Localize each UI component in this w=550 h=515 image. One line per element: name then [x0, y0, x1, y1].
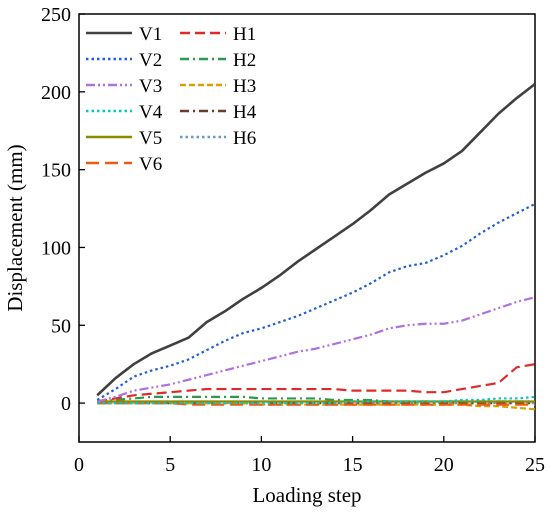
- y-tick-label: 200: [41, 82, 71, 104]
- y-tick-label: 0: [61, 393, 71, 415]
- series-line-v3: [96, 296, 535, 403]
- series-line-v1: [96, 83, 535, 397]
- series-line-v4: [97, 395, 535, 405]
- legend-label-h4: H4: [233, 102, 257, 123]
- x-tick-label: 25: [525, 454, 545, 476]
- legend-label-h1: H1: [233, 24, 256, 45]
- legend-label-v5: V5: [139, 128, 162, 149]
- x-tick-label: 20: [434, 454, 454, 476]
- legend-label-v1: V1: [139, 24, 162, 45]
- series-line-h1: [97, 363, 535, 403]
- y-tick-label: 50: [51, 315, 71, 337]
- legend-label-v3: V3: [139, 76, 162, 97]
- y-axis-label: Displacement (mm): [3, 144, 27, 311]
- y-tick-label: 100: [41, 237, 71, 259]
- x-axis-label: Loading step: [252, 483, 361, 507]
- legend-label-v6: V6: [139, 154, 162, 175]
- x-tick-label: 15: [343, 454, 363, 476]
- legend-label-h3: H3: [233, 76, 256, 97]
- x-tick-label: 10: [251, 454, 271, 476]
- legend-label-h6: H6: [233, 128, 256, 149]
- legend: V1 V2 V3 V4 V5 V6 H1 H2 H3 H4 H6: [86, 24, 257, 175]
- legend-label-v4: V4: [139, 102, 163, 123]
- plot-frame: [78, 13, 536, 443]
- series-layer: [96, 83, 535, 411]
- series-line-v6: [97, 401, 535, 406]
- legend-label-v2: V2: [139, 50, 162, 71]
- y-tick-label: 250: [41, 4, 71, 26]
- y-tick-label: 150: [41, 160, 71, 182]
- x-tick-label: 0: [74, 454, 84, 476]
- series-line-v2: [96, 202, 535, 401]
- x-tick-label: 5: [165, 454, 175, 476]
- legend-label-h2: H2: [233, 50, 256, 71]
